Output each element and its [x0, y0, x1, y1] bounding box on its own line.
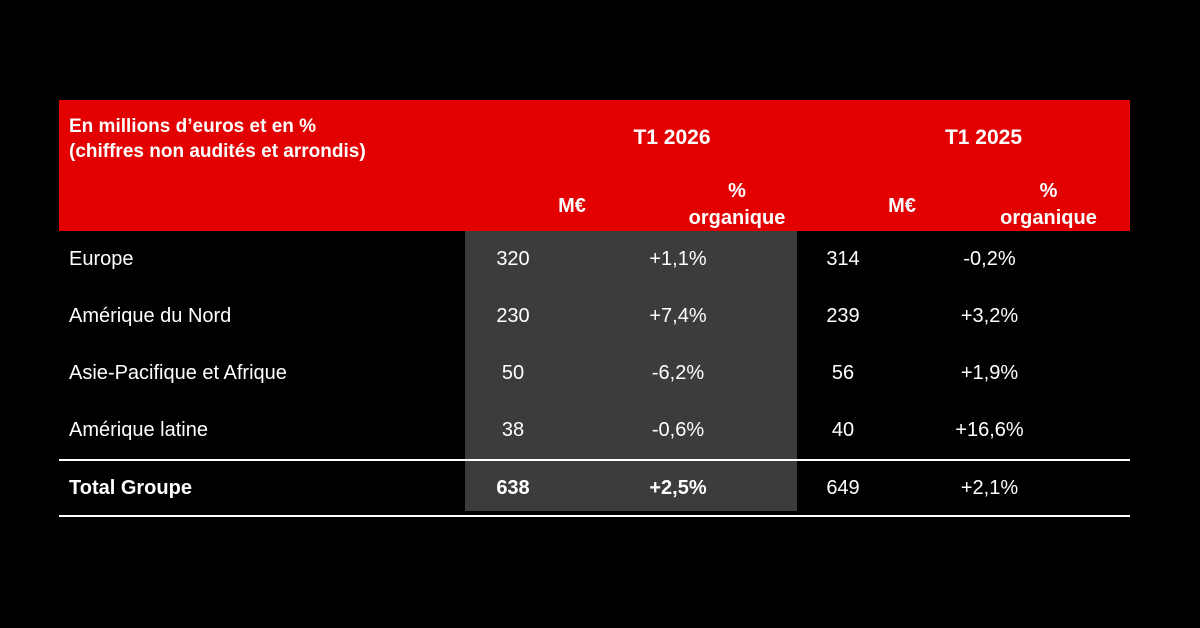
- amount-2025: 314: [826, 248, 860, 270]
- region-label: Amérique latine: [69, 419, 208, 441]
- organic-2026: +7,4%: [649, 305, 707, 327]
- col-organic-2025-word: organique: [1000, 207, 1097, 229]
- table-row: Amérique du Nord 230 +7,4% 239 +3,2%: [59, 288, 1130, 345]
- amount-2026: 50: [501, 362, 525, 384]
- organic-2025: +16,6%: [955, 419, 1024, 441]
- col-organic-2025-pct: %: [1039, 180, 1058, 202]
- unit-caption: En millions d’euros et en % (chiffres no…: [69, 114, 366, 164]
- organic-2026: -0,6%: [651, 419, 705, 441]
- amount-2026: 230: [496, 305, 530, 327]
- unit-caption-line1: En millions d’euros et en %: [69, 116, 317, 137]
- col-organic-2026-pct: %: [728, 180, 746, 202]
- table-header: En millions d’euros et en % (chiffres no…: [59, 100, 1130, 231]
- unit-caption-line2: (chiffres non audités et arrondis): [69, 141, 366, 162]
- table-row: Amérique latine 38 -0,6% 40 +16,6%: [59, 402, 1130, 459]
- amount-2025: 56: [831, 362, 855, 384]
- table-row: Asie-Pacifique et Afrique 50 -6,2% 56 +1…: [59, 345, 1130, 402]
- region-label: Europe: [69, 248, 134, 270]
- col-amount-2025-header: M€: [888, 195, 916, 217]
- table-row: Europe 320 +1,1% 314 -0,2%: [59, 231, 1130, 288]
- period-previous-header: T1 2025: [944, 126, 1023, 149]
- organic-2026: -6,2%: [651, 362, 705, 384]
- amount-2025: 40: [831, 419, 855, 441]
- total-organic-2026: +2,5%: [649, 477, 707, 499]
- organic-2026: +1,1%: [649, 248, 707, 270]
- col-organic-2026-header: % organique: [637, 178, 837, 232]
- organic-2025: +3,2%: [960, 305, 1019, 327]
- total-organic-2025: +2,1%: [960, 477, 1019, 499]
- col-amount-2026-header: M€: [558, 195, 586, 217]
- current-period-highlight: [465, 231, 797, 511]
- total-label: Total Groupe: [69, 477, 192, 499]
- total-row: Total Groupe 638 +2,5% 649 +2,1%: [59, 459, 1130, 517]
- amount-2025: 239: [826, 305, 860, 327]
- regional-sales-table: En millions d’euros et en % (chiffres no…: [59, 100, 1130, 517]
- organic-2025: -0,2%: [963, 248, 1016, 270]
- region-label: Asie-Pacifique et Afrique: [69, 362, 287, 384]
- total-amount-2026: 638: [496, 477, 530, 499]
- amount-2026: 38: [501, 419, 525, 441]
- table-body: Europe 320 +1,1% 314 -0,2% Amérique du N…: [59, 231, 1130, 517]
- total-amount-2025: 649: [826, 477, 860, 499]
- period-current-header: T1 2026: [633, 126, 711, 149]
- amount-2026: 320: [496, 248, 530, 270]
- region-label: Amérique du Nord: [69, 305, 232, 327]
- organic-2025: +1,9%: [960, 362, 1019, 384]
- col-organic-2026-word: organique: [688, 207, 786, 229]
- col-organic-2025-header: % organique: [967, 178, 1130, 232]
